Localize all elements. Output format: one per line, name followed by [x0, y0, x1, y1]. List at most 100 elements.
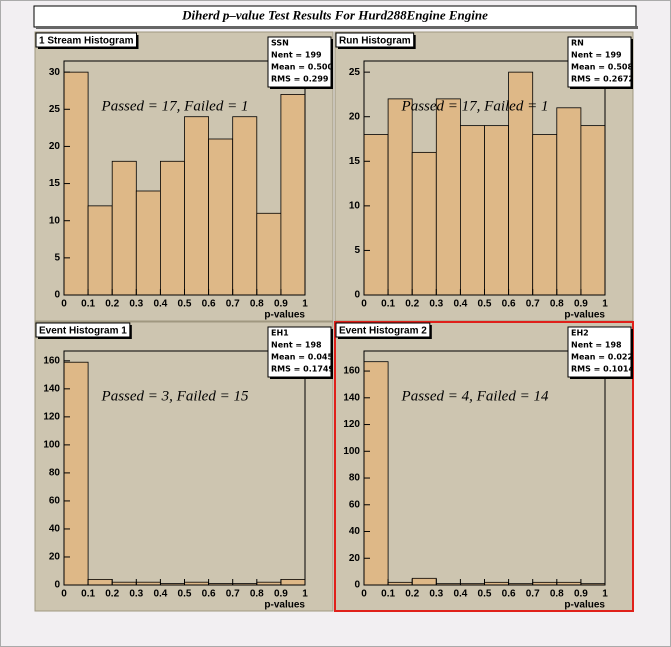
bar	[556, 107, 582, 296]
annotation: Passed = 17, Failed = 1	[401, 98, 549, 114]
y-tick-label: 60	[349, 499, 361, 510]
pad-title: Event Histogram 2	[339, 326, 427, 337]
stats: EH2 Nent = 198 Mean = 0.0223 RMS = 0.1014	[571, 329, 634, 374]
x-tick-label: 0.1	[381, 589, 395, 600]
bar	[435, 98, 461, 296]
x-tick-label: 0.2	[405, 299, 419, 310]
y-tick-label: 120	[343, 419, 360, 430]
x-tick-label: 0.2	[105, 589, 119, 600]
x-tick-label: 0.3	[129, 299, 143, 310]
y-tick-label: 100	[43, 440, 60, 451]
x-tick-label: 0.2	[405, 589, 419, 600]
annotation: Passed = 4, Failed = 14	[401, 388, 549, 404]
stats-mean: Mean = 0.0453	[271, 353, 339, 362]
x-tick-label: 0.5	[178, 299, 192, 310]
y-tick-label: 30	[49, 67, 61, 78]
stats-name: EH2	[571, 329, 589, 338]
x-tick-label: 0.1	[81, 589, 95, 600]
x-tick-label: 0.9	[574, 589, 588, 600]
y-tick-label: 20	[49, 141, 61, 152]
y-tick-label: 10	[349, 200, 361, 211]
x-tick-label: 0.2	[105, 299, 119, 310]
bar	[280, 578, 306, 586]
stats-rms: RMS = 0.1014	[571, 365, 634, 374]
x-tick-label: 0.9	[574, 299, 588, 310]
y-tick-label: 80	[349, 473, 361, 484]
bar	[184, 116, 210, 296]
x-tick-label: 0.7	[226, 299, 240, 310]
y-tick-label: 25	[349, 67, 361, 78]
y-tick-label: 0	[54, 580, 60, 591]
y-tick-label: 100	[343, 446, 360, 457]
bar	[111, 160, 137, 296]
stats-rms: RMS = 0.1749	[271, 365, 334, 374]
stats-box	[567, 36, 632, 88]
bar	[484, 125, 510, 296]
bar	[580, 125, 606, 296]
x-tick-label: 0.4	[153, 589, 167, 600]
stats-name: EH1	[271, 329, 289, 338]
bar	[135, 190, 161, 296]
x-tick-label: 0.8	[250, 299, 264, 310]
y-tick-label: 160	[43, 355, 60, 366]
bar	[63, 361, 89, 586]
y-tick-label: 60	[49, 496, 61, 507]
pad-title: 1 Stream Histogram	[39, 36, 134, 47]
title-shadow	[36, 26, 638, 29]
x-tick-label: 0.6	[502, 299, 516, 310]
x-tick-label: 0.4	[453, 299, 467, 310]
bar	[87, 578, 113, 586]
y-tick-label: 140	[343, 392, 360, 403]
pad-title-box	[35, 322, 131, 338]
pad-title-box	[335, 32, 415, 48]
stats-mean: Mean = 0.508	[571, 63, 633, 72]
y-tick-label: 0	[54, 290, 60, 301]
x-tick-label: 0.8	[550, 299, 564, 310]
bar	[411, 577, 437, 586]
x-tick-label: 0.1	[81, 299, 95, 310]
x-tick-label: 0.4	[153, 299, 167, 310]
stats-entries: Nent = 199	[271, 51, 322, 60]
annotation: Passed = 17, Failed = 1	[101, 98, 249, 114]
y-tick-label: 40	[349, 526, 361, 537]
y-tick-label: 20	[349, 553, 361, 564]
x-tick-label: 0.6	[202, 589, 216, 600]
x-tick-label: 0.5	[478, 589, 492, 600]
x-axis-label: p-values	[264, 310, 305, 321]
pad-title-box	[35, 32, 137, 48]
y-tick-label: 15	[49, 178, 61, 189]
pad-title-box	[335, 322, 431, 338]
stats-box	[567, 326, 632, 378]
y-tick-label: 15	[349, 156, 361, 167]
y-tick-label: 80	[49, 468, 61, 479]
x-tick-label: 0	[361, 589, 367, 600]
y-tick-label: 20	[349, 111, 361, 122]
x-tick-label: 0.7	[526, 299, 540, 310]
x-tick-label: 0.8	[550, 589, 564, 600]
y-tick-label: 5	[354, 245, 360, 256]
pad-title: Event Histogram 1	[39, 326, 127, 337]
bar	[363, 134, 389, 296]
x-tick-label: 0.7	[226, 589, 240, 600]
stats-rms: RMS = 0.299	[271, 75, 329, 84]
x-tick-label: 0.1	[381, 299, 395, 310]
x-tick-label: 0.7	[526, 589, 540, 600]
bar	[508, 71, 534, 296]
bar	[532, 134, 558, 296]
y-tick-label: 25	[49, 104, 61, 115]
bar	[460, 125, 485, 296]
x-tick-label: 0.6	[202, 299, 216, 310]
x-tick-label: 0.3	[429, 299, 443, 310]
x-axis-label: p-values	[264, 600, 305, 611]
bar	[256, 212, 282, 296]
stats: EH1 Nent = 198 Mean = 0.0453 RMS = 0.1749	[271, 329, 339, 374]
bar	[280, 94, 306, 296]
stats-entries: Nent = 198	[271, 341, 322, 350]
x-tick-label: 0	[61, 299, 67, 310]
bar	[232, 116, 258, 296]
y-tick-label: 160	[343, 366, 360, 377]
pad: 0 20 40 60 80 100 120 140 160 0 0.1 0.2 0.3 0.4 0.5 0.6…	[334, 321, 634, 612]
y-tick-label: 10	[49, 215, 61, 226]
x-tick-label: 0.4	[453, 589, 467, 600]
x-tick-label: 1	[602, 589, 608, 600]
